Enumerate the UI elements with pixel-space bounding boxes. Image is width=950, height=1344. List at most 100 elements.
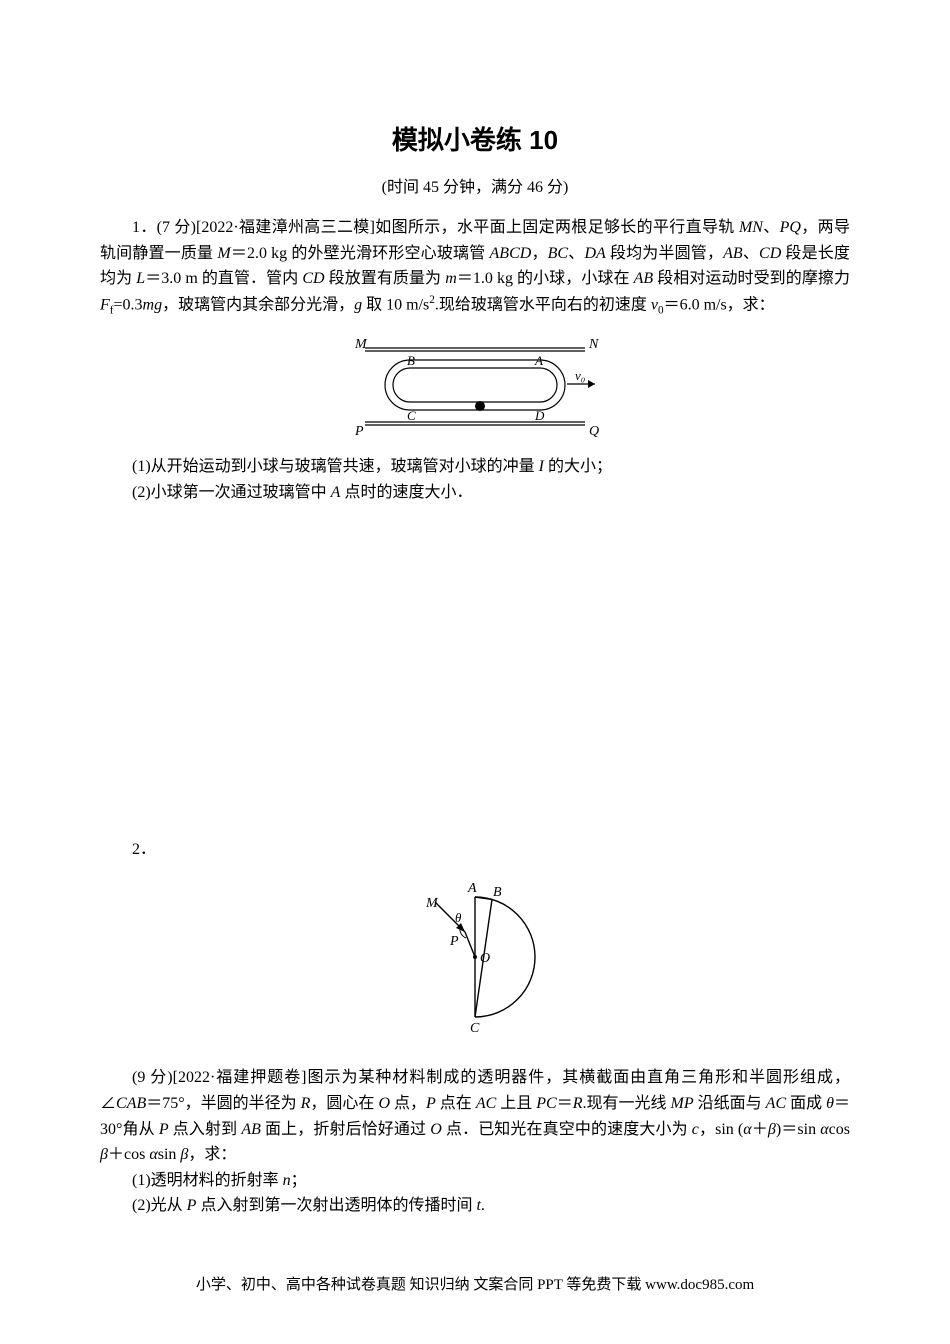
- fig2-M: M: [425, 896, 439, 911]
- q1-t17: .现给玻璃管水平向右的初速度: [435, 296, 651, 313]
- var-A2: A: [331, 484, 341, 501]
- q1-s2b: 点时的速度大小．: [340, 484, 472, 501]
- q2-t3: ，圆心在: [310, 1095, 378, 1112]
- q2-t5: 点在: [436, 1095, 476, 1112]
- q2-t12: 点入射到: [169, 1121, 242, 1138]
- figure2: A B C M O P θ: [400, 867, 550, 1047]
- q2-t9: 沿纸面与: [694, 1095, 766, 1112]
- q2-t18: cos: [829, 1121, 850, 1138]
- var-PC: PC: [536, 1095, 556, 1112]
- var-M: M: [217, 245, 230, 262]
- q2-t17: )＝sin: [776, 1121, 820, 1138]
- var-n: n: [283, 1172, 291, 1189]
- q2-s2c: .: [481, 1197, 485, 1214]
- var-O: O: [378, 1095, 390, 1112]
- var-a2: α: [820, 1121, 828, 1138]
- var-R2: R: [573, 1095, 583, 1112]
- fig2-A: A: [467, 881, 477, 896]
- var-ABCD: ABCD: [490, 245, 532, 262]
- q2-sub2: (2)光从 P 点入射到第一次射出透明体的传播时间 t.: [100, 1193, 850, 1219]
- q1-t6: 、: [568, 245, 584, 262]
- figure1: M N P Q B A C D v₀: [335, 330, 615, 440]
- var-AB: AB: [723, 245, 743, 262]
- q1-t1: 1．(7 分)[2022·福建漳州高三二模]如图所示，水平面上固定两根足够长的平…: [132, 219, 739, 236]
- var-g: g: [354, 296, 362, 313]
- var-m: m: [445, 270, 457, 287]
- q1-t8: 、: [743, 245, 759, 262]
- var-AC: AC: [476, 1095, 496, 1112]
- var-MP: MP: [671, 1095, 694, 1112]
- fig2-theta: θ: [455, 910, 462, 925]
- q1-t16: 取 10 m/s: [362, 296, 429, 313]
- q2-s2a: (2)光从: [132, 1197, 187, 1214]
- q2-s1a: (1)透明材料的折射率: [132, 1172, 283, 1189]
- var-CD2: CD: [302, 270, 324, 287]
- q1-t14: =0.3: [114, 296, 143, 313]
- var-Ff: F: [100, 296, 110, 313]
- var-CD: CD: [759, 245, 781, 262]
- page-title: 模拟小卷练 10: [100, 120, 850, 157]
- q2-t8: .现有一光线: [583, 1095, 671, 1112]
- q2-t2: ＝75°，半圆的半径为: [146, 1095, 300, 1112]
- fig1-D: D: [534, 408, 545, 423]
- var-mg: mg: [143, 296, 163, 313]
- fig1-Q: Q: [589, 424, 599, 439]
- fig2-C: C: [470, 1021, 480, 1036]
- q2-t7: ＝: [557, 1095, 573, 1112]
- q1-sub2: (2)小球第一次通过玻璃管中 A 点时的速度大小．: [100, 480, 850, 506]
- q2-t20: sin: [158, 1146, 181, 1163]
- var-CAB: CAB: [116, 1095, 146, 1112]
- footer: 小学、初中、高中各种试卷真题 知识归纳 文案合同 PPT 等免费下载 www.d…: [0, 1273, 950, 1294]
- q2-t6: 上且: [496, 1095, 536, 1112]
- var-BC: BC: [548, 245, 568, 262]
- var-AB-2: AB: [241, 1121, 261, 1138]
- fig1-v0: v₀: [575, 368, 585, 383]
- q1-t5: ，: [531, 245, 547, 262]
- var-P3: P: [187, 1197, 197, 1214]
- q1-t4: ＝2.0 kg 的外壁光滑环形空心玻璃管: [231, 245, 490, 262]
- var-v0: v: [651, 296, 658, 313]
- q2-s2b: 点入射到第一次射出透明体的传播时间: [196, 1197, 476, 1214]
- q2-main: (9 分)[2022·福建押题卷]图示为某种材料制成的透明器件，其横截面由直角三…: [100, 1065, 850, 1167]
- q2-t4: 点，: [390, 1095, 426, 1112]
- q2-t15: ，sin (: [699, 1121, 743, 1138]
- var-AC2: AC: [766, 1095, 786, 1112]
- var-P2: P: [159, 1121, 169, 1138]
- fig1-N: N: [588, 337, 599, 352]
- q1-t7: 段均为半圆管，: [606, 245, 723, 262]
- q2-number: 2．: [100, 835, 850, 859]
- fig2-B: B: [493, 885, 502, 900]
- q1-t10: ＝3.0 m 的直管．管内: [145, 270, 302, 287]
- var-theta: θ: [826, 1095, 834, 1112]
- q1-t18: ＝6.0 m/s，求：: [664, 296, 775, 313]
- var-P: P: [426, 1095, 436, 1112]
- q2-s1b: ；: [291, 1172, 307, 1189]
- var-AB2: AB: [634, 270, 654, 287]
- fig1-A: A: [534, 353, 543, 368]
- fig1-P: P: [354, 424, 364, 439]
- q1-t15: ，玻璃管内其余部分光滑，: [162, 296, 354, 313]
- q1-t12: ＝1.0 kg 的小球，小球在: [457, 270, 634, 287]
- var-b2: β: [100, 1146, 108, 1163]
- fig1-ball: [475, 401, 485, 411]
- q1-main: 1．(7 分)[2022·福建漳州高三二模]如图所示，水平面上固定两根足够长的平…: [100, 215, 850, 320]
- var-PQ: PQ: [780, 219, 801, 236]
- fig1-C: C: [407, 408, 416, 423]
- q2-t13: 面上，折射后恰好通过: [261, 1121, 430, 1138]
- q2-t14: 点．已知光在真空中的速度大小为: [442, 1121, 692, 1138]
- var-O2: O: [430, 1121, 442, 1138]
- q1-s2a: (2)小球第一次通过玻璃管中: [132, 484, 331, 501]
- fig1-M: M: [354, 337, 368, 352]
- var-b1: β: [768, 1121, 776, 1138]
- q1-s1a: (1)从开始运动到小球与玻璃管共速，玻璃管对小球的冲量: [132, 458, 539, 475]
- q1-sub1: (1)从开始运动到小球与玻璃管共速，玻璃管对小球的冲量 I 的大小；: [100, 454, 850, 480]
- var-R: R: [301, 1095, 311, 1112]
- q2-sub1: (1)透明材料的折射率 n；: [100, 1168, 850, 1194]
- var-c: c: [692, 1121, 699, 1138]
- q2-t19: ＋cos: [108, 1146, 149, 1163]
- subtitle: (时间 45 分钟，满分 46 分): [100, 173, 850, 197]
- q1-s1b: 的大小；: [544, 458, 612, 475]
- q1-t2: 、: [763, 219, 780, 236]
- q2-t16: ＋: [752, 1121, 768, 1138]
- q1-t13: 段相对运动时受到的摩擦力: [653, 270, 850, 287]
